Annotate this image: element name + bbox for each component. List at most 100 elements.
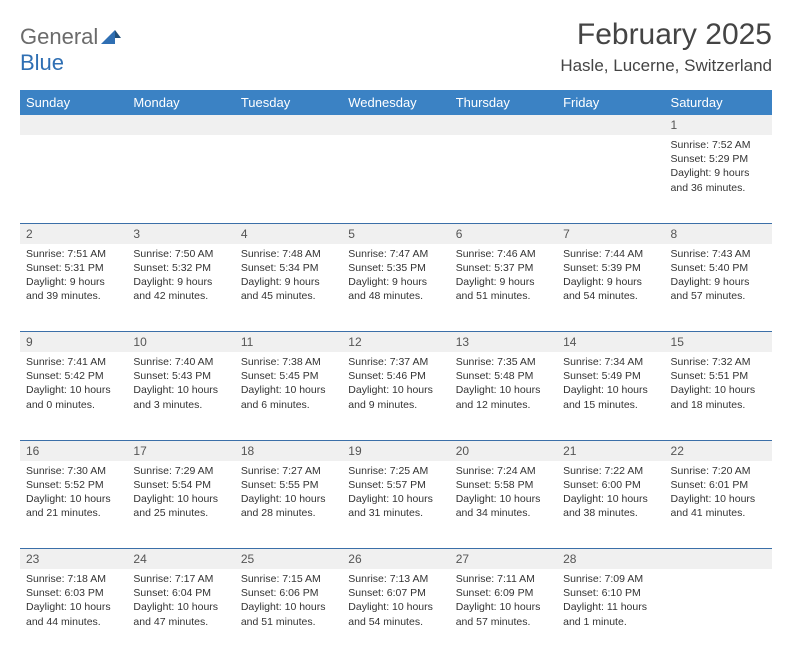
day-detail-cell: [665, 569, 772, 657]
day-number-cell: 28: [557, 549, 664, 570]
day-detail-text: Sunrise: 7:46 AMSunset: 5:37 PMDaylight:…: [450, 244, 557, 310]
day-detail-cell: Sunrise: 7:13 AMSunset: 6:07 PMDaylight:…: [342, 569, 449, 657]
sunrise-line: Sunrise: 7:11 AM: [456, 572, 551, 586]
sunset-line: Sunset: 5:51 PM: [671, 369, 766, 383]
day-detail-cell: Sunrise: 7:24 AMSunset: 5:58 PMDaylight:…: [450, 461, 557, 549]
sunset-line: Sunset: 6:04 PM: [133, 586, 228, 600]
sunset-line: Sunset: 5:54 PM: [133, 478, 228, 492]
sunset-line: Sunset: 6:10 PM: [563, 586, 658, 600]
day-detail-text: Sunrise: 7:17 AMSunset: 6:04 PMDaylight:…: [127, 569, 234, 635]
daylight-line: Daylight: 11 hours and 1 minute.: [563, 600, 658, 628]
day-detail-cell: Sunrise: 7:43 AMSunset: 5:40 PMDaylight:…: [665, 244, 772, 332]
weekday-header: Saturday: [665, 90, 772, 115]
title-block: February 2025 Hasle, Lucerne, Switzerlan…: [560, 18, 772, 76]
sunrise-line: Sunrise: 7:51 AM: [26, 247, 121, 261]
sunrise-line: Sunrise: 7:48 AM: [241, 247, 336, 261]
weekday-header: Friday: [557, 90, 664, 115]
sunrise-line: Sunrise: 7:38 AM: [241, 355, 336, 369]
day-detail-text: Sunrise: 7:52 AMSunset: 5:29 PMDaylight:…: [665, 135, 772, 201]
day-detail-cell: Sunrise: 7:41 AMSunset: 5:42 PMDaylight:…: [20, 352, 127, 440]
day-number-cell: 1: [665, 115, 772, 135]
day-number-cell: 24: [127, 549, 234, 570]
sunrise-line: Sunrise: 7:27 AM: [241, 464, 336, 478]
sunset-line: Sunset: 5:29 PM: [671, 152, 766, 166]
logo: General Blue: [20, 24, 121, 76]
day-detail-text: Sunrise: 7:32 AMSunset: 5:51 PMDaylight:…: [665, 352, 772, 418]
daylight-line: Daylight: 10 hours and 51 minutes.: [241, 600, 336, 628]
day-detail-cell: Sunrise: 7:40 AMSunset: 5:43 PMDaylight:…: [127, 352, 234, 440]
day-detail-text: Sunrise: 7:15 AMSunset: 6:06 PMDaylight:…: [235, 569, 342, 635]
sunset-line: Sunset: 5:52 PM: [26, 478, 121, 492]
day-number-row: 16171819202122: [20, 440, 772, 461]
sunrise-line: Sunrise: 7:34 AM: [563, 355, 658, 369]
sunset-line: Sunset: 5:57 PM: [348, 478, 443, 492]
daylight-line: Daylight: 10 hours and 3 minutes.: [133, 383, 228, 411]
day-number-cell: 20: [450, 440, 557, 461]
daylight-line: Daylight: 10 hours and 15 minutes.: [563, 383, 658, 411]
day-detail-cell: Sunrise: 7:52 AMSunset: 5:29 PMDaylight:…: [665, 135, 772, 223]
sunrise-line: Sunrise: 7:13 AM: [348, 572, 443, 586]
daylight-line: Daylight: 10 hours and 47 minutes.: [133, 600, 228, 628]
logo-sail-icon: [101, 31, 121, 48]
day-detail-cell: Sunrise: 7:44 AMSunset: 5:39 PMDaylight:…: [557, 244, 664, 332]
sunrise-line: Sunrise: 7:40 AM: [133, 355, 228, 369]
sunset-line: Sunset: 5:43 PM: [133, 369, 228, 383]
day-detail-text: Sunrise: 7:29 AMSunset: 5:54 PMDaylight:…: [127, 461, 234, 527]
sunrise-line: Sunrise: 7:15 AM: [241, 572, 336, 586]
sunset-line: Sunset: 5:35 PM: [348, 261, 443, 275]
day-detail-cell: Sunrise: 7:50 AMSunset: 5:32 PMDaylight:…: [127, 244, 234, 332]
day-number-cell: 22: [665, 440, 772, 461]
sunrise-line: Sunrise: 7:35 AM: [456, 355, 551, 369]
sunrise-line: Sunrise: 7:25 AM: [348, 464, 443, 478]
day-detail-cell: Sunrise: 7:18 AMSunset: 6:03 PMDaylight:…: [20, 569, 127, 657]
daylight-line: Daylight: 10 hours and 41 minutes.: [671, 492, 766, 520]
day-number-cell: 6: [450, 223, 557, 244]
day-number-cell: 26: [342, 549, 449, 570]
daylight-line: Daylight: 9 hours and 57 minutes.: [671, 275, 766, 303]
day-detail-text: Sunrise: 7:24 AMSunset: 5:58 PMDaylight:…: [450, 461, 557, 527]
day-number-cell: 8: [665, 223, 772, 244]
day-detail-text: Sunrise: 7:30 AMSunset: 5:52 PMDaylight:…: [20, 461, 127, 527]
sunset-line: Sunset: 5:32 PM: [133, 261, 228, 275]
day-number-cell: [665, 549, 772, 570]
day-detail-text: Sunrise: 7:25 AMSunset: 5:57 PMDaylight:…: [342, 461, 449, 527]
day-number-cell: 25: [235, 549, 342, 570]
day-detail-cell: Sunrise: 7:17 AMSunset: 6:04 PMDaylight:…: [127, 569, 234, 657]
day-detail-cell: [342, 135, 449, 223]
weekday-header: Thursday: [450, 90, 557, 115]
daylight-line: Daylight: 10 hours and 28 minutes.: [241, 492, 336, 520]
day-detail-cell: Sunrise: 7:11 AMSunset: 6:09 PMDaylight:…: [450, 569, 557, 657]
daylight-line: Daylight: 10 hours and 38 minutes.: [563, 492, 658, 520]
day-number-row: 9101112131415: [20, 332, 772, 353]
day-detail-text: Sunrise: 7:35 AMSunset: 5:48 PMDaylight:…: [450, 352, 557, 418]
day-number-cell: 21: [557, 440, 664, 461]
daylight-line: Daylight: 9 hours and 48 minutes.: [348, 275, 443, 303]
sunset-line: Sunset: 5:31 PM: [26, 261, 121, 275]
day-number-row: 1: [20, 115, 772, 135]
daylight-line: Daylight: 10 hours and 18 minutes.: [671, 383, 766, 411]
header: General Blue February 2025 Hasle, Lucern…: [20, 18, 772, 76]
sunrise-line: Sunrise: 7:46 AM: [456, 247, 551, 261]
day-detail-cell: Sunrise: 7:37 AMSunset: 5:46 PMDaylight:…: [342, 352, 449, 440]
day-detail-cell: Sunrise: 7:15 AMSunset: 6:06 PMDaylight:…: [235, 569, 342, 657]
day-detail-row: Sunrise: 7:18 AMSunset: 6:03 PMDaylight:…: [20, 569, 772, 657]
day-number-cell: [235, 115, 342, 135]
day-detail-cell: Sunrise: 7:38 AMSunset: 5:45 PMDaylight:…: [235, 352, 342, 440]
day-number-row: 2345678: [20, 223, 772, 244]
day-detail-text: Sunrise: 7:48 AMSunset: 5:34 PMDaylight:…: [235, 244, 342, 310]
weekday-header-row: Sunday Monday Tuesday Wednesday Thursday…: [20, 90, 772, 115]
sunrise-line: Sunrise: 7:41 AM: [26, 355, 121, 369]
daylight-line: Daylight: 9 hours and 45 minutes.: [241, 275, 336, 303]
day-detail-text: Sunrise: 7:09 AMSunset: 6:10 PMDaylight:…: [557, 569, 664, 635]
day-detail-cell: Sunrise: 7:20 AMSunset: 6:01 PMDaylight:…: [665, 461, 772, 549]
day-detail-cell: Sunrise: 7:48 AMSunset: 5:34 PMDaylight:…: [235, 244, 342, 332]
logo-text: General Blue: [20, 24, 121, 76]
daylight-line: Daylight: 9 hours and 36 minutes.: [671, 166, 766, 194]
day-detail-text: Sunrise: 7:51 AMSunset: 5:31 PMDaylight:…: [20, 244, 127, 310]
day-detail-text: Sunrise: 7:18 AMSunset: 6:03 PMDaylight:…: [20, 569, 127, 635]
day-number-cell: 3: [127, 223, 234, 244]
day-detail-cell: [450, 135, 557, 223]
day-detail-cell: Sunrise: 7:32 AMSunset: 5:51 PMDaylight:…: [665, 352, 772, 440]
day-detail-cell: Sunrise: 7:34 AMSunset: 5:49 PMDaylight:…: [557, 352, 664, 440]
day-detail-cell: Sunrise: 7:51 AMSunset: 5:31 PMDaylight:…: [20, 244, 127, 332]
